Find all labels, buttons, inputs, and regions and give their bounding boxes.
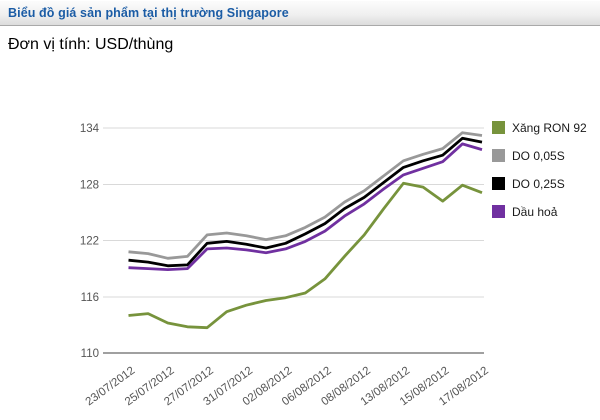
y-axis-tick-label: 122 [80,236,99,248]
legend-label: DO 0,25S [512,176,565,191]
legend-swatch [492,149,505,162]
legend-item-do-0-25s: DO 0,25S [492,176,587,191]
series-line-do-0-25s [128,136,483,268]
series-line-do-0-05s [128,131,483,260]
unit-label: Đơn vị tính: USD/thùng [8,36,174,53]
legend-swatch [492,177,505,190]
y-axis-tick-label: 128 [80,179,99,191]
y-axis-tick-label: 116 [81,292,99,304]
legend-item-d-u-ho-: Dầu hoả [492,204,587,219]
series-line-x-ng-ron-92 [128,181,483,330]
y-axis-tick-label: 110 [81,348,99,360]
panel-header: Biểu đồ giá sản phẩm tại thị trường Sing… [0,0,600,26]
legend-label: Dầu hoả [512,204,558,219]
legend-item-do-0-05s: DO 0,05S [492,148,587,163]
y-axis-tick-label: 134 [80,123,100,135]
panel-title: Biểu đồ giá sản phẩm tại thị trường Sing… [8,6,289,20]
legend-label: DO 0,05S [512,148,565,163]
legend-swatch [492,205,505,218]
legend-swatch [492,121,505,134]
legend-item-x-ng-ron-92: Xăng RON 92 [492,120,587,135]
chart-legend: Xăng RON 92 DO 0,05S DO 0,25S Dầu hoả [492,121,587,233]
legend-label: Xăng RON 92 [512,120,587,135]
series-line-d-u-ho- [128,142,483,272]
